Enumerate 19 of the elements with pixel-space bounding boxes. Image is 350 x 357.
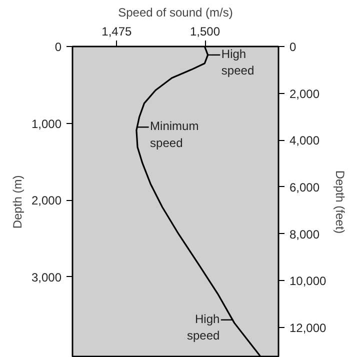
y2-tick-label: 4,000 xyxy=(290,134,320,148)
y-tick-label: 0 xyxy=(54,40,62,54)
y2-tick-label: 0 xyxy=(290,40,296,54)
annotation: Minimum speed xyxy=(150,119,199,150)
y-tick-label: 2,000 xyxy=(31,194,62,208)
y-axis-title: Depth (m) xyxy=(10,175,24,229)
y2-tick-label: 6,000 xyxy=(290,180,320,194)
y2-tick-label: 8,000 xyxy=(290,227,320,242)
x-tick-label: 1,475 xyxy=(102,24,132,38)
y2-axis-title: Depth (feet) xyxy=(333,170,348,234)
y2-tick-label: 10,000 xyxy=(290,274,327,288)
y-tick-label: 3,000 xyxy=(31,270,62,284)
y-tick-label: 1,000 xyxy=(31,116,62,131)
y2-tick-label: 12,000 xyxy=(290,320,327,335)
x-tick-label: 1,500 xyxy=(190,24,220,38)
y2-tick-label: 2,000 xyxy=(290,86,320,101)
annotation: High speed xyxy=(186,312,220,343)
annotation: High speed xyxy=(221,46,254,78)
x-axis-title: Speed of sound (m/s) xyxy=(118,6,233,20)
